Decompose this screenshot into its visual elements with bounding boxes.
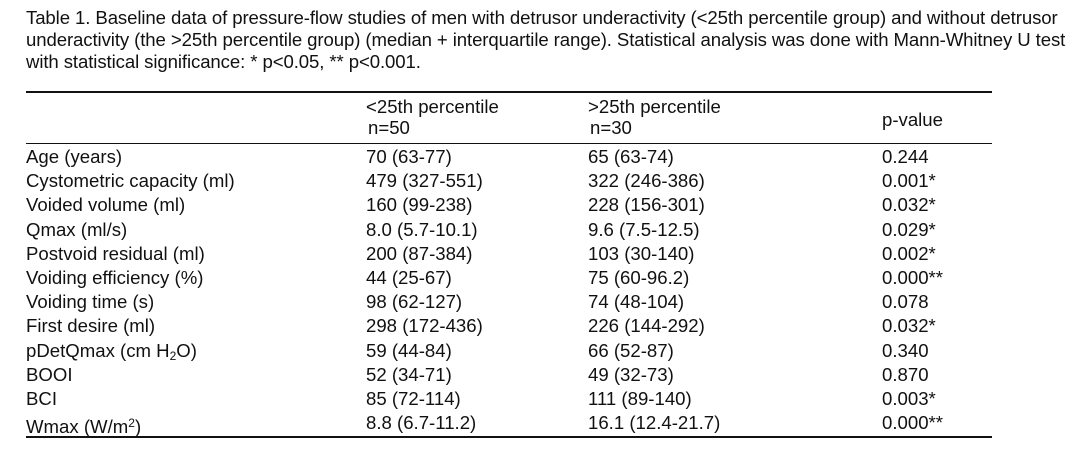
cell-low-group: 44 (25-67) [366, 266, 452, 288]
cell-low-group: 298 (172-436) [366, 315, 483, 337]
header-low-group: <25th percentile n=50 [366, 96, 499, 138]
cell-high-group: 9.6 (7.5-12.5) [588, 218, 700, 240]
cell-low-group: 200 (87-384) [366, 242, 473, 264]
table-top-rule [26, 91, 992, 93]
cell-low-group: 59 (44-84) [366, 339, 452, 361]
table-row: Cystometric capacity (ml) 479 (327-551) … [26, 169, 992, 193]
row-label: Postvoid residual (ml) [26, 242, 205, 264]
cell-low-group: 8.8 (6.7-11.2) [366, 412, 477, 434]
cell-high-group: 49 (32-73) [588, 363, 674, 385]
table-row: First desire (ml) 298 (172-436) 226 (144… [26, 314, 992, 338]
cell-low-group: 160 (99-238) [366, 194, 473, 216]
row-label: Age (years) [26, 146, 123, 167]
row-label: BCI [26, 387, 57, 409]
superscript-2: 2 [128, 416, 135, 431]
row-label-text-end: O) [176, 339, 197, 361]
header-high-group-n: n=30 [590, 117, 632, 138]
cell-high-group: 228 (156-301) [588, 194, 705, 216]
cell-p-value: 0.032* [882, 194, 936, 216]
cell-p-value: 0.000** [882, 266, 944, 288]
table-row: Postvoid residual (ml) 200 (87-384) 103 … [26, 242, 992, 266]
cell-low-group: 479 (327-551) [366, 170, 483, 192]
cell-p-value: 0.001* [882, 170, 936, 192]
cell-p-value: 0.078 [882, 291, 929, 313]
cell-high-group: 74 (48-104) [588, 291, 685, 313]
cell-high-group: 65 (63-74) [588, 146, 674, 167]
cell-high-group: 75 (60-96.2) [588, 266, 690, 288]
table-caption: Table 1. Baseline data of pressure-flow … [26, 7, 1066, 72]
cell-p-value: 0.000** [882, 412, 944, 434]
row-label-text: Wmax (W/m [26, 416, 129, 438]
table-header-rule [26, 143, 992, 144]
cell-high-group: 66 (52-87) [588, 339, 674, 361]
header-high-group-label: >25th percentile [588, 96, 721, 117]
cell-high-group: 322 (246-386) [588, 170, 705, 192]
table-body: Age (years) 70 (63-77) 65 (63-74) 0.244 … [26, 145, 992, 437]
row-label: BOOI [26, 363, 73, 385]
row-label: Qmax (ml/s) [26, 218, 128, 240]
header-p-value: p-value [882, 109, 943, 130]
cell-low-group: 70 (63-77) [366, 146, 452, 167]
cell-p-value: 0.340 [882, 339, 929, 361]
cell-low-group: 98 (62-127) [366, 291, 463, 313]
row-label-text-end: ) [134, 416, 142, 438]
cell-low-group: 8.0 (5.7-10.1) [366, 218, 478, 240]
row-label: Voided volume (ml) [26, 194, 186, 216]
cell-high-group: 226 (144-292) [588, 315, 705, 337]
table-row: BOOI 52 (34-71) 49 (32-73) 0.870 [26, 363, 992, 387]
cell-low-group: 85 (72-114) [366, 387, 461, 409]
cell-p-value: 0.029* [882, 218, 936, 240]
row-label: Voiding efficiency (%) [26, 266, 204, 288]
table-row: Wmax (W/m2) 8.8 (6.7-11.2) 16.1 (12.4-21… [26, 411, 992, 437]
header-low-group-label: <25th percentile [366, 96, 499, 117]
header-low-group-n: n=50 [368, 117, 410, 138]
cell-p-value: 0.003* [882, 387, 936, 409]
cell-high-group: 103 (30-140) [588, 242, 695, 264]
row-label: Wmax (W/m2) [26, 411, 141, 439]
cell-p-value: 0.244 [882, 146, 929, 167]
table-bottom-rule [26, 436, 992, 438]
row-label-text: pDetQmax (cm H [26, 339, 170, 361]
table-row: Qmax (ml/s) 8.0 (5.7-10.1) 9.6 (7.5-12.5… [26, 218, 992, 242]
cell-p-value: 0.032* [882, 315, 936, 337]
table-row: Voiding time (s) 98 (62-127) 74 (48-104)… [26, 290, 992, 314]
cell-p-value: 0.870 [882, 363, 929, 385]
header-high-group: >25th percentile n=30 [588, 96, 721, 138]
cell-high-group: 16.1 (12.4-21.7) [588, 412, 721, 434]
table-row: pDetQmax (cm H2O) 59 (44-84) 66 (52-87) … [26, 339, 992, 363]
row-label: pDetQmax (cm H2O) [26, 339, 197, 368]
table-row: BCI 85 (72-114) 111 (89-140) 0.003* [26, 387, 992, 411]
row-label: First desire (ml) [26, 315, 156, 337]
cell-p-value: 0.002* [882, 242, 936, 264]
row-label: Cystometric capacity (ml) [26, 170, 235, 192]
cell-high-group: 111 (89-140) [588, 387, 692, 409]
subscript-2: 2 [169, 348, 177, 363]
row-label: Voiding time (s) [26, 291, 155, 313]
table-row: Voiding efficiency (%) 44 (25-67) 75 (60… [26, 266, 992, 290]
table-row: Age (years) 70 (63-77) 65 (63-74) 0.244 [26, 145, 992, 169]
cell-low-group: 52 (34-71) [366, 363, 452, 385]
table-row: Voided volume (ml) 160 (99-238) 228 (156… [26, 193, 992, 217]
